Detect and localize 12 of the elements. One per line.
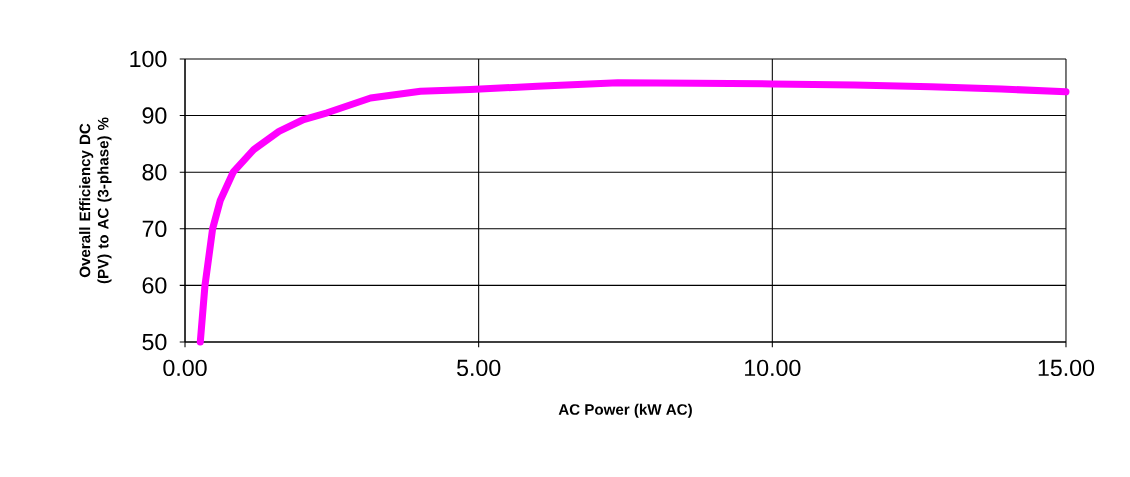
x-tick-label: 10.00 [745,359,801,377]
x-tick-label: 5.00 [457,359,501,377]
y-tick-label: 70 [142,220,167,237]
y-tick-label: 60 [142,277,167,294]
y-tick-label: 80 [142,163,167,181]
x-tick-label: 0.00 [163,359,207,377]
x-tick-label: 15.00 [1038,359,1095,377]
y-tick-label: 100 [130,50,167,68]
x-axis-title: AC Power (kW AC) [558,403,692,418]
y-tick-label: 50 [142,333,167,351]
y-axis-title: Overall Efficiency DC (PV) to AC (3-phase) % [79,117,112,284]
y-tick-label: 90 [142,107,167,124]
